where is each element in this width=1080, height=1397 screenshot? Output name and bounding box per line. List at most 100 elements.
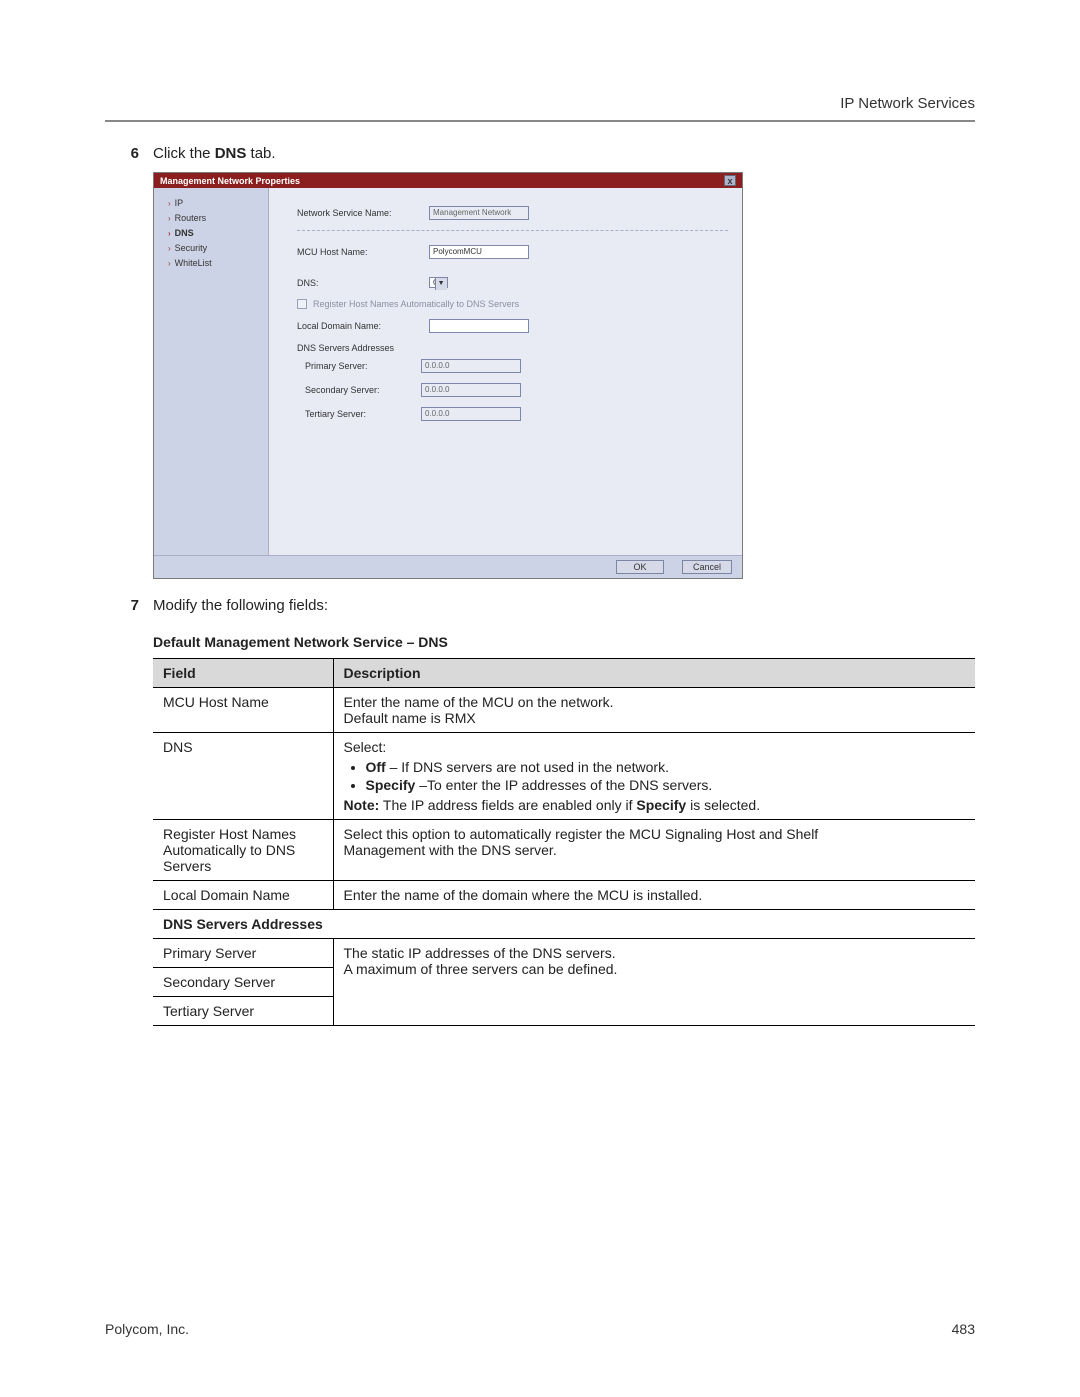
table-row: Register Host Names Automatically to DNS…	[153, 820, 975, 881]
header-rule	[105, 120, 975, 122]
label-network-service-name: Network Service Name:	[297, 208, 429, 218]
dialog-sidebar: ›IP › Routers › DNS › Security › WhiteList	[154, 188, 269, 555]
cell-description: Enter the name of the domain where the M…	[333, 881, 975, 910]
step-7-number: 7	[105, 597, 153, 614]
label-dns: DNS:	[297, 278, 429, 288]
col-header-field: Field	[153, 659, 333, 688]
step-6-bold: DNS	[215, 145, 247, 162]
chevron-down-icon[interactable]: ▼	[435, 278, 447, 290]
sidebar-item-whitelist[interactable]: › WhiteList	[168, 258, 260, 268]
cell-field: Primary Server	[153, 939, 333, 968]
cell-description: Select this option to automatically regi…	[333, 820, 975, 881]
cell-field: MCU Host Name	[153, 688, 333, 733]
row-register-host-names: Register Host Names Automatically to DNS…	[297, 299, 728, 309]
management-network-properties-dialog: Management Network Properties x ›IP ›Rou…	[153, 172, 743, 579]
separator	[297, 230, 728, 231]
chevron-icon: ›	[168, 259, 171, 268]
row-primary-server: Primary Server: 0.0.0.0	[297, 359, 728, 373]
sidebar-item-label: Security	[175, 243, 208, 253]
register-host-names-checkbox[interactable]	[297, 299, 307, 309]
table-row: Local Domain Name Enter the name of the …	[153, 881, 975, 910]
footer-company: Polycom, Inc.	[105, 1321, 189, 1337]
body: 6 Click the DNS tab. Management Network …	[105, 145, 975, 1026]
desc-line: Select:	[344, 739, 387, 755]
mcu-host-name-field[interactable]: PolycomMCU	[429, 245, 529, 259]
field-line: Register Host Names	[163, 826, 296, 842]
close-icon[interactable]: x	[724, 175, 736, 186]
chevron-icon: ›	[168, 244, 171, 253]
sidebar-item-label: WhiteList	[175, 258, 212, 268]
bold-term: Specify	[366, 777, 416, 793]
page: IP Network Services 6 Click the DNS tab.…	[0, 0, 1080, 1397]
list-item: Specify –To enter the IP addresses of th…	[366, 777, 966, 793]
step-6-text: Click the DNS tab.	[153, 145, 276, 162]
page-header-section: IP Network Services	[840, 95, 975, 112]
desc-line: A maximum of three servers can be define…	[344, 961, 618, 977]
dialog-footer: OK Cancel	[154, 555, 742, 578]
table-row: DNS Select: Off – If DNS servers are not…	[153, 733, 975, 820]
sidebar-item-routers[interactable]: › Routers	[168, 213, 260, 223]
step-7: 7 Modify the following fields:	[105, 597, 975, 614]
step-6-number: 6	[105, 145, 153, 162]
sidebar-item-label: Routers	[175, 213, 207, 223]
step-6-post: tab.	[246, 145, 275, 162]
dialog-screenshot: Management Network Properties x ›IP ›Rou…	[153, 172, 975, 579]
table-row: Primary Server The static IP addresses o…	[153, 939, 975, 968]
label-dns-servers-addresses: DNS Servers Addresses	[297, 343, 728, 353]
label-tertiary-server: Tertiary Server:	[297, 409, 421, 419]
cell-field: Tertiary Server	[153, 997, 333, 1026]
sidebar-item-label: IP	[175, 198, 184, 208]
chevron-icon: ›	[168, 214, 171, 223]
label-register-host-names: Register Host Names Automatically to DNS…	[313, 299, 519, 309]
dialog-main-panel: Network Service Name: Management Network…	[269, 188, 742, 555]
label-local-domain-name: Local Domain Name:	[297, 321, 429, 331]
note-label: Note:	[344, 797, 380, 813]
field-line: Automatically to DNS	[163, 842, 295, 858]
primary-server-field[interactable]: 0.0.0.0	[421, 359, 521, 373]
cancel-button[interactable]: Cancel	[682, 560, 732, 574]
row-mcu-host-name: MCU Host Name: PolycomMCU	[297, 245, 728, 259]
desc-line: Enter the name of the MCU on the network…	[344, 694, 614, 710]
term-rest: – If DNS servers are not used in the net…	[386, 759, 669, 775]
label-primary-server: Primary Server:	[297, 361, 421, 371]
bullet-list: Off – If DNS servers are not used in the…	[366, 759, 966, 793]
table-subheader-row: DNS Servers Addresses	[153, 910, 975, 939]
dns-select[interactable]: Off ▼	[429, 277, 448, 289]
note-end: is selected.	[686, 797, 760, 813]
cell-field: Local Domain Name	[153, 881, 333, 910]
secondary-server-field[interactable]: 0.0.0.0	[421, 383, 521, 397]
bold-term: Off	[366, 759, 386, 775]
chevron-icon: ›	[168, 229, 171, 238]
desc-line: The static IP addresses of the DNS serve…	[344, 945, 616, 961]
desc-line: Management with the DNS server.	[344, 842, 557, 858]
sidebar-item-ip[interactable]: ›IP	[168, 198, 260, 208]
row-local-domain-name: Local Domain Name:	[297, 319, 728, 333]
table-row: MCU Host Name Enter the name of the MCU …	[153, 688, 975, 733]
row-dns: DNS: Off ▼	[297, 277, 728, 289]
cell-field: DNS	[153, 733, 333, 820]
list-item: Off – If DNS servers are not used in the…	[366, 759, 966, 775]
note-mid: The IP address fields are enabled only i…	[379, 797, 636, 813]
sidebar-item-label: DNS	[175, 228, 194, 238]
step-6: 6 Click the DNS tab.	[105, 145, 975, 162]
dialog-title: Management Network Properties	[160, 176, 300, 186]
desc-line: Default name is RMX	[344, 710, 476, 726]
subheader-cell: DNS Servers Addresses	[153, 910, 975, 939]
cell-description: Select: Off – If DNS servers are not use…	[333, 733, 975, 820]
sidebar-item-security[interactable]: › Security	[168, 243, 260, 253]
label-secondary-server: Secondary Server:	[297, 385, 421, 395]
col-header-description: Description	[333, 659, 975, 688]
row-network-service-name: Network Service Name: Management Network	[297, 206, 728, 220]
sidebar-item-dns[interactable]: › DNS	[168, 228, 260, 238]
local-domain-name-field[interactable]	[429, 319, 529, 333]
cell-field: Secondary Server	[153, 968, 333, 997]
note-specify: Specify	[636, 797, 686, 813]
table-title: Default Management Network Service – DNS	[153, 634, 975, 650]
tertiary-server-field[interactable]: 0.0.0.0	[421, 407, 521, 421]
desc-line: Select this option to automatically regi…	[344, 826, 819, 842]
cell-description: The static IP addresses of the DNS serve…	[333, 939, 975, 1026]
ok-button[interactable]: OK	[616, 560, 664, 574]
row-tertiary-server: Tertiary Server: 0.0.0.0	[297, 407, 728, 421]
cell-field: Register Host Names Automatically to DNS…	[153, 820, 333, 881]
cell-description: Enter the name of the MCU on the network…	[333, 688, 975, 733]
